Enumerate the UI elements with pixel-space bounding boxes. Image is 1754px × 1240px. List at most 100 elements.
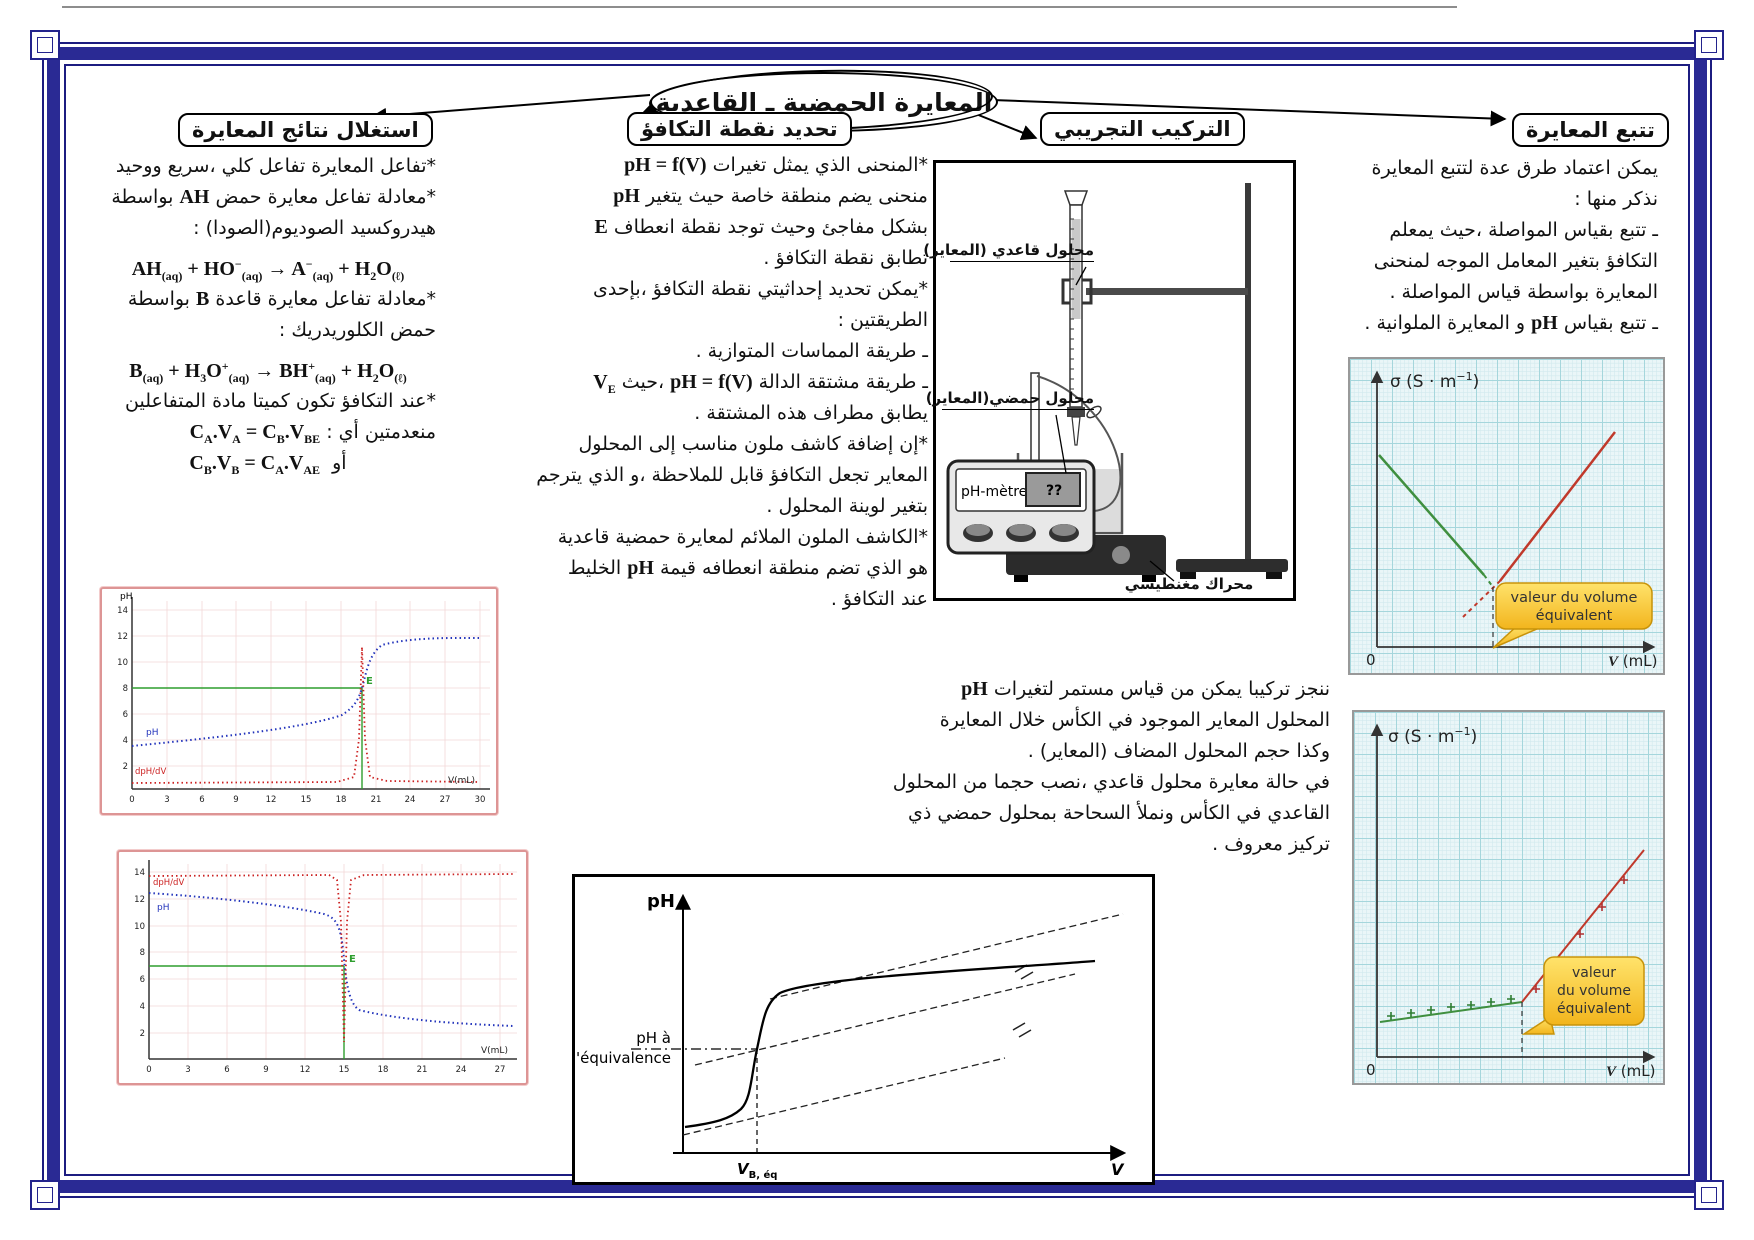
callout-line: équivalent xyxy=(1536,608,1613,624)
svg-text:9: 9 xyxy=(233,795,238,805)
x-axis-label: V (mL) xyxy=(1608,652,1657,670)
origin-label: 0 xyxy=(1366,651,1376,669)
header-equivalence: تحديد نقطة التكافؤ xyxy=(627,112,852,146)
text-line: *يمكن تحديد إحداثيتي نقطة التكافؤ ،بإحدى xyxy=(592,278,928,300)
procedure-paragraph: ننجز تركيبا يمكن من قياس مستمر لتغيرات p… xyxy=(672,674,1330,860)
callout-equivalent-volume: valeur du volume équivalent xyxy=(1492,582,1653,649)
svg-text:24: 24 xyxy=(405,795,416,805)
text-line: ـ طريقة المماسات المتوازية . xyxy=(695,340,928,362)
burette xyxy=(1063,190,1102,446)
red-data-series xyxy=(1521,849,1645,1003)
experimental-setup-figure: pH-mètre ?? محلول قاعدي (المعاير) محلول … xyxy=(923,160,1296,601)
text-line: ـ طريقة مشتقة الدالة pH = f(V) ،حيث VE xyxy=(593,371,928,396)
svg-text:2: 2 xyxy=(123,762,128,772)
ph-curve-label: pH xyxy=(146,728,158,738)
y-axis-label: σ (S · m−1) xyxy=(1390,370,1479,392)
svg-text:14: 14 xyxy=(117,606,128,616)
conductivity-graph-1: σ (S · m−1) valeur du volume équivalent … xyxy=(1348,357,1665,675)
text-line: المحلول المعاير الموجود في الكأس خلال ال… xyxy=(939,709,1330,731)
scan-artifact-line xyxy=(62,6,1457,8)
text-line: تطابق نقطة التكافؤ . xyxy=(763,247,928,269)
text-line: وكذا حجم المحلول المضاف (المعاير) . xyxy=(1027,740,1330,762)
text-line: المعايرة بواسطة قياس المواصلة . xyxy=(1389,281,1658,303)
suivi-text-column: يمكن اعتماد طرق عدة لتتبع المعايرة نذكر … xyxy=(1280,153,1658,339)
equal-distance-hatch-marks xyxy=(1012,964,1034,1038)
text-line: *معادلة تفاعل معايرة حمض AH بواسطة xyxy=(111,186,436,208)
text-line: هو الذي تضم منطقة انعطافه قيمة pH الخليط xyxy=(567,557,928,579)
ph-derivative-plot-base: 14 12 10 8 6 4 2 0 3 6 9 12 15 18 21 24 27 dpH/d… xyxy=(134,860,517,1075)
parallel-tangent-lines xyxy=(682,913,1124,1136)
label-acid-solution: محلول حمضي(المعاير) xyxy=(926,389,1094,410)
green-descending-line xyxy=(1378,454,1485,576)
x-axis-label: V (mL) xyxy=(1606,1062,1655,1080)
equivalence-ph-label: pH à l'équivalence xyxy=(572,1029,671,1067)
text-line: التكافؤ بتغير المعامل الموجه لمنحنى xyxy=(1373,250,1658,272)
titration-curve xyxy=(684,959,1096,1129)
text-line: ـ تتبع بقياس المواصلة ،حيث يمعلم xyxy=(1389,219,1658,241)
stopcock xyxy=(1067,407,1085,417)
header-exploitation: استغلال نتائج المعايرة xyxy=(178,113,433,147)
equivalence-point-label: E xyxy=(366,676,373,687)
x-axis-title: V(mL) xyxy=(448,776,475,786)
text-line: منحنى يضم منطقة خاصة حيث يتغير pH xyxy=(613,185,928,207)
svg-text:l'équivalence: l'équivalence xyxy=(575,1049,671,1067)
svg-text:2: 2 xyxy=(140,1029,145,1039)
apparatus-drawing: pH-mètre ?? xyxy=(946,183,1288,582)
header-montage: التركيب التجريبي xyxy=(1040,112,1245,146)
text-line: هيدروكسيد الصوديوم(الصودا) : xyxy=(193,217,436,239)
y-tick-labels: 14 12 10 8 6 4 2 xyxy=(117,606,128,772)
equation-equivalence-1: منعدمتين أي : CA.VA = CB.VBE xyxy=(189,421,436,446)
text-line: يطابق مطراف هذه المشتقة . xyxy=(694,402,928,424)
text-line: *المنحنى الذي يمثل تغيرات pH = f(V) xyxy=(624,154,928,176)
svg-text:10: 10 xyxy=(134,922,145,932)
text-line: القاعدي في الكأس ونملأ السحاحة بمحلول حم… xyxy=(908,802,1330,824)
text-line: الطريقتين : xyxy=(837,309,928,331)
parallel-tangents-plot: pH pH à l'équivalence VB, éq V xyxy=(572,891,1127,1181)
svg-text:0: 0 xyxy=(129,795,134,805)
svg-text:27: 27 xyxy=(440,795,451,805)
ph-equivalence-construction-figure: pH pH à l'équivalence VB, éq V xyxy=(572,874,1155,1185)
equation-acid-titration: AH(aq) + HO−(aq) → A−(aq) + H2O(ℓ) xyxy=(131,257,405,283)
equation-equivalence-2: أو CB.VB = CA.VAE xyxy=(189,452,347,477)
svg-text:6: 6 xyxy=(224,1065,229,1075)
svg-text:3: 3 xyxy=(185,1065,190,1075)
callout-line: valeur xyxy=(1572,965,1616,981)
text-line: حمض الكلوريدريك : xyxy=(278,319,436,341)
svg-text:24: 24 xyxy=(456,1065,467,1075)
derivative-curve xyxy=(131,646,481,784)
svg-text:15: 15 xyxy=(301,795,312,805)
derivative-curve xyxy=(148,873,515,1043)
svg-text:8: 8 xyxy=(123,684,128,694)
ph-derivative-plot-acid: pH 14 12 10 8 6 4 2 0 3 6 9 12 15 18 21 24 27 30… xyxy=(117,592,490,805)
header-suivi: تتبع المعايرة xyxy=(1512,113,1669,147)
text-line: نذكر منها : xyxy=(1574,188,1658,210)
svg-text:9: 9 xyxy=(263,1065,268,1075)
svg-text:0: 0 xyxy=(146,1065,151,1075)
x-tick-labels: 0 3 6 9 12 15 18 21 24 27 xyxy=(146,1065,505,1075)
svg-text:6: 6 xyxy=(123,710,128,720)
text-line: بشكل مفاجئ وحيث توجد نقطة انعطاف E xyxy=(594,216,928,238)
grid xyxy=(149,864,517,1059)
ph-meter-display xyxy=(1025,472,1081,507)
x-axis-title: V(mL) xyxy=(481,1046,508,1056)
text-line: *إن إضافة كاشف ملون مناسب إلى المحلول xyxy=(578,433,928,455)
ph-meter: pH-mètre ?? xyxy=(946,459,1096,555)
svg-text:21: 21 xyxy=(417,1065,428,1075)
text-line: ـ تتبع بقياس pH و المعايرة الملوانية . xyxy=(1364,312,1658,334)
label-basic-solution: محلول قاعدي (المعاير) xyxy=(923,241,1094,262)
svg-text:8: 8 xyxy=(140,948,145,958)
leader-lines xyxy=(1055,266,1175,582)
label-magnetic-stirrer: محراك مغنطيسي xyxy=(1124,575,1254,593)
svg-text:12: 12 xyxy=(134,895,145,905)
ph-meter-label: pH-mètre xyxy=(961,484,1027,500)
text-line: *الكاشف الملون الملائم لمعايرة حمضية قاع… xyxy=(557,526,928,548)
corner-ornament xyxy=(30,30,60,60)
origin-label: 0 xyxy=(1366,1061,1376,1079)
grid xyxy=(132,601,490,789)
text-line: ننجز تركيبا يمكن من قياس مستمر لتغيرات p… xyxy=(961,678,1330,700)
conductivity-plot-1: σ (S · m−1) valeur du volume équivalent … xyxy=(1350,359,1663,673)
callout-line: du volume xyxy=(1557,983,1631,999)
callout-equivalent-volume: valeur du volume équivalent xyxy=(1521,956,1645,1035)
svg-text:15: 15 xyxy=(339,1065,350,1075)
svg-text:14: 14 xyxy=(134,868,145,878)
